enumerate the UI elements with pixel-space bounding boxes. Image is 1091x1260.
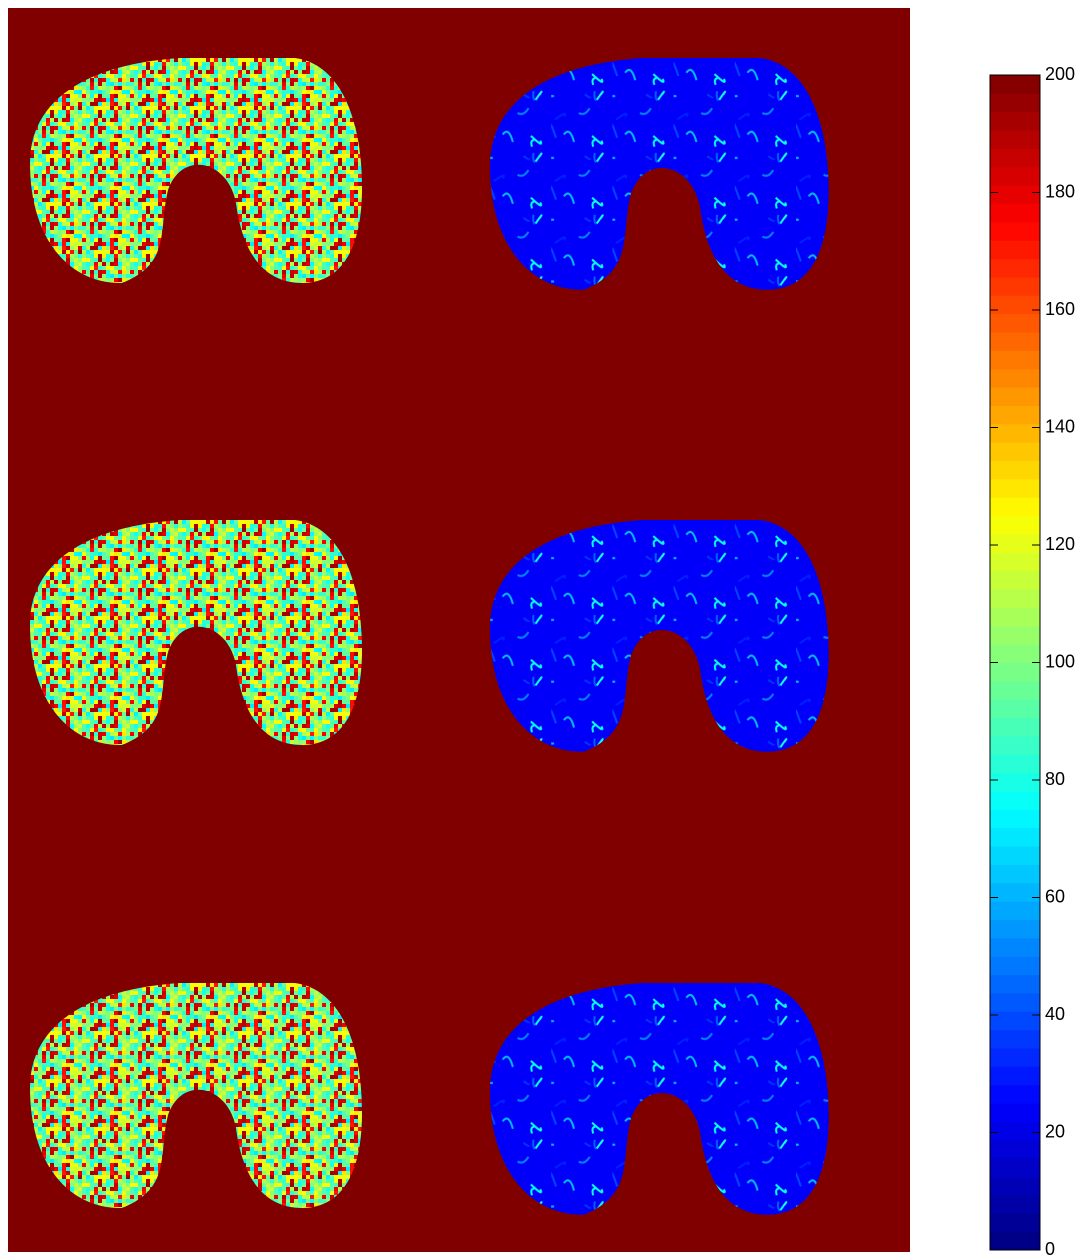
colorbar-step — [990, 1139, 1040, 1159]
colorbar-step — [990, 368, 1040, 388]
colorbar-step — [990, 75, 1040, 94]
colorbar-step — [990, 442, 1040, 462]
colorbar-step — [990, 662, 1040, 682]
colorbar-step — [990, 240, 1040, 260]
tick-label: 140 — [1045, 416, 1075, 436]
colorbar-step — [990, 772, 1040, 792]
colorbar-step — [990, 332, 1040, 351]
colorbar-step — [990, 974, 1040, 994]
colorbar-step — [990, 882, 1040, 902]
colorbar-step — [990, 625, 1040, 645]
colorbar-step — [990, 754, 1040, 774]
colorbar-step — [990, 901, 1040, 921]
colorbar-step — [990, 717, 1040, 737]
tick-label: 180 — [1045, 181, 1075, 201]
colorbar-step — [990, 846, 1040, 865]
tick-label: 0 — [1045, 1239, 1055, 1259]
colorbar-step — [990, 166, 1040, 186]
colorbar-step — [990, 221, 1040, 241]
colorbar-step — [990, 313, 1040, 333]
tick-label: 160 — [1045, 299, 1075, 319]
colorbar-step — [990, 607, 1040, 627]
colorbar-step — [990, 130, 1040, 149]
colorbar-step — [990, 497, 1040, 517]
colorbar-step — [990, 1011, 1040, 1031]
colorbar-step — [990, 1194, 1040, 1214]
colorbar-step — [990, 827, 1040, 847]
colorbar-step — [990, 148, 1040, 168]
colorbar-step — [990, 533, 1040, 553]
colorbar-step — [990, 276, 1040, 296]
colorbar-step — [990, 992, 1040, 1012]
colorbar-step — [990, 1103, 1040, 1122]
tick-label: 60 — [1045, 886, 1065, 906]
colorbar-step — [990, 680, 1040, 700]
colorbar-step — [990, 423, 1040, 443]
colorbar-step — [990, 1084, 1040, 1104]
colorbar-step — [990, 791, 1040, 810]
tick-label: 100 — [1045, 651, 1075, 671]
colorbar-step — [990, 93, 1040, 113]
colorbar-step — [990, 295, 1040, 315]
colorbar-step — [990, 1121, 1040, 1141]
colorbar-step — [990, 956, 1040, 976]
colorbar-step — [990, 405, 1040, 425]
colorbar-step — [990, 1213, 1040, 1233]
colorbar-step — [990, 570, 1040, 590]
tick-label: 120 — [1045, 534, 1075, 554]
colorbar-step — [990, 350, 1040, 370]
colorbar-step — [990, 735, 1040, 755]
tick-label: 200 — [1045, 64, 1075, 84]
colorbar-step — [990, 699, 1040, 719]
colorbar-step — [990, 185, 1040, 205]
colorbar-step — [990, 1176, 1040, 1196]
colorbar-step — [990, 258, 1040, 278]
colorbar-step — [990, 552, 1040, 572]
colorbar — [989, 74, 1041, 1251]
colorbar-step — [990, 203, 1040, 223]
colorbar-step — [990, 1029, 1040, 1049]
colorbar-step — [990, 1231, 1040, 1251]
colorbar-step — [990, 1048, 1040, 1067]
colorbar-step — [990, 919, 1040, 939]
colorbar-step — [990, 387, 1040, 406]
tick-label: 40 — [1045, 1004, 1065, 1024]
tick-label: 80 — [1045, 769, 1065, 789]
colorbar-step — [990, 478, 1040, 498]
colorbar-step — [990, 1066, 1040, 1086]
colorbar-step — [990, 1158, 1040, 1178]
colorbar-step — [990, 864, 1040, 884]
colorbar-step — [990, 937, 1040, 957]
tick-label: 20 — [1045, 1121, 1065, 1141]
colorbar-step — [990, 515, 1040, 535]
colorbar-step — [990, 644, 1040, 663]
colorbar-step — [990, 809, 1040, 829]
colorbar-step — [990, 589, 1040, 608]
colorbar-step — [990, 460, 1040, 480]
colorbar-step — [990, 111, 1040, 131]
